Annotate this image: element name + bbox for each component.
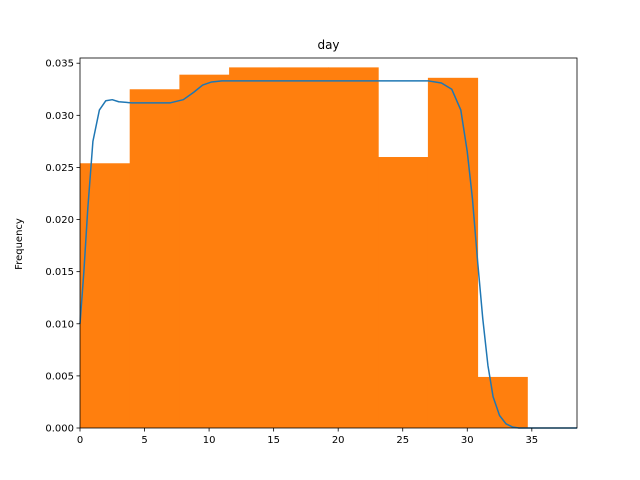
chart-title: day (317, 38, 339, 52)
x-tick-label: 30 (461, 435, 474, 446)
x-tick-label: 20 (332, 435, 345, 446)
y-tick-label: 0.005 (45, 371, 74, 382)
histogram-bar-4 (278, 67, 329, 428)
histogram-bar-2 (179, 74, 230, 428)
plot-frame (79, 57, 578, 429)
y-axis-label: Frequency (14, 218, 25, 270)
histogram-bar-7 (427, 77, 479, 428)
y-axis: 0.000 0.005 0.010 0.015 0.020 0.025 0.030 0.035 (45, 59, 80, 435)
density-line (79, 80, 577, 429)
x-tick-label: 35 (525, 435, 538, 446)
x-tick-label: 25 (396, 435, 409, 446)
histogram-bar-1 (129, 89, 180, 428)
y-tick-label: 0.010 (45, 319, 74, 330)
y-tick-label: 0.015 (45, 267, 74, 278)
histogram-bars (80, 67, 528, 428)
histogram-bar-5 (328, 67, 379, 428)
x-tick-label: 5 (141, 435, 147, 446)
y-tick-label: 0.020 (45, 215, 74, 226)
histogram-bar-3 (229, 67, 280, 428)
y-tick-label: 0.030 (45, 111, 74, 122)
y-tick-label: 0.035 (45, 59, 74, 70)
y-tick-label: 0.025 (45, 163, 74, 174)
x-tick-label: 15 (267, 435, 280, 446)
histogram-bar-6 (378, 157, 429, 428)
x-tick-label: 10 (203, 435, 216, 446)
x-tick-label: 0 (77, 435, 83, 446)
x-axis: 0 5 10 15 20 25 30 35 (77, 428, 538, 446)
y-tick-label: 0.000 (45, 424, 74, 435)
density-line-layer (79, 80, 577, 429)
